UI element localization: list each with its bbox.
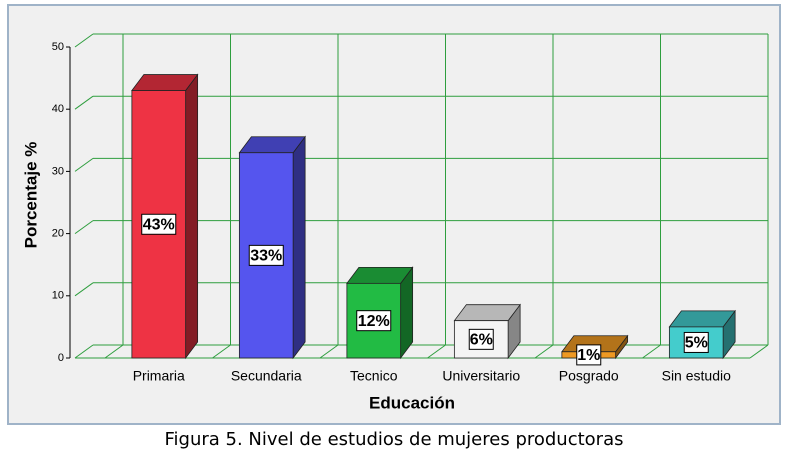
x-tick-label: Universitario bbox=[442, 368, 520, 384]
value-label-box bbox=[356, 310, 392, 332]
y-tick-label: 40 bbox=[52, 103, 64, 115]
y-tick-label: 50 bbox=[52, 41, 64, 53]
floor-line bbox=[749, 344, 769, 359]
value-label: 1% bbox=[577, 347, 600, 364]
value-label-box bbox=[141, 213, 177, 235]
value-label-box bbox=[468, 328, 494, 350]
bar-top bbox=[346, 266, 414, 284]
grid-line bbox=[74, 282, 94, 297]
caption: Figura 5. Nivel de estudios de mujeres p… bbox=[165, 429, 624, 450]
x-tick-label: Secundaria bbox=[231, 368, 302, 384]
chart-frame bbox=[7, 4, 781, 425]
value-label: 33% bbox=[250, 248, 282, 265]
grid-line bbox=[74, 220, 94, 235]
y-tick-label: 10 bbox=[52, 290, 64, 302]
grid-line bbox=[74, 95, 94, 110]
bar-top bbox=[238, 136, 306, 154]
value-label-box bbox=[248, 244, 284, 266]
floor-line bbox=[642, 344, 661, 359]
bar-top bbox=[668, 310, 736, 328]
grid-line bbox=[74, 344, 94, 359]
floor-line bbox=[427, 344, 446, 359]
x-axis-title: Educación bbox=[369, 393, 455, 412]
x-tick-label: Sin estudio bbox=[662, 368, 731, 384]
floor-line bbox=[212, 344, 231, 359]
x-tick-label: Tecnico bbox=[350, 368, 398, 384]
grid-line bbox=[74, 33, 94, 48]
grid-line bbox=[74, 157, 94, 172]
value-label: 5% bbox=[685, 335, 708, 352]
floor-line bbox=[534, 344, 554, 359]
value-label-box bbox=[576, 344, 602, 366]
y-tick-label: 30 bbox=[52, 165, 64, 177]
y-tick-label: 20 bbox=[52, 228, 64, 240]
x-tick-label: Posgrado bbox=[559, 368, 619, 384]
floor-line bbox=[104, 344, 124, 359]
value-label: 6% bbox=[470, 332, 493, 349]
bar-top bbox=[453, 304, 521, 322]
bar-top bbox=[131, 74, 199, 91]
x-tick-label: Primaria bbox=[133, 368, 185, 384]
bar-side bbox=[292, 135, 306, 360]
floor-line bbox=[319, 344, 339, 359]
value-label: 43% bbox=[143, 216, 175, 233]
value-label-box bbox=[683, 331, 709, 353]
bar-side bbox=[185, 73, 199, 360]
value-label: 12% bbox=[358, 313, 390, 330]
y-axis-title: Porcentaje % bbox=[21, 142, 40, 249]
y-tick-label: 0 bbox=[58, 352, 64, 364]
